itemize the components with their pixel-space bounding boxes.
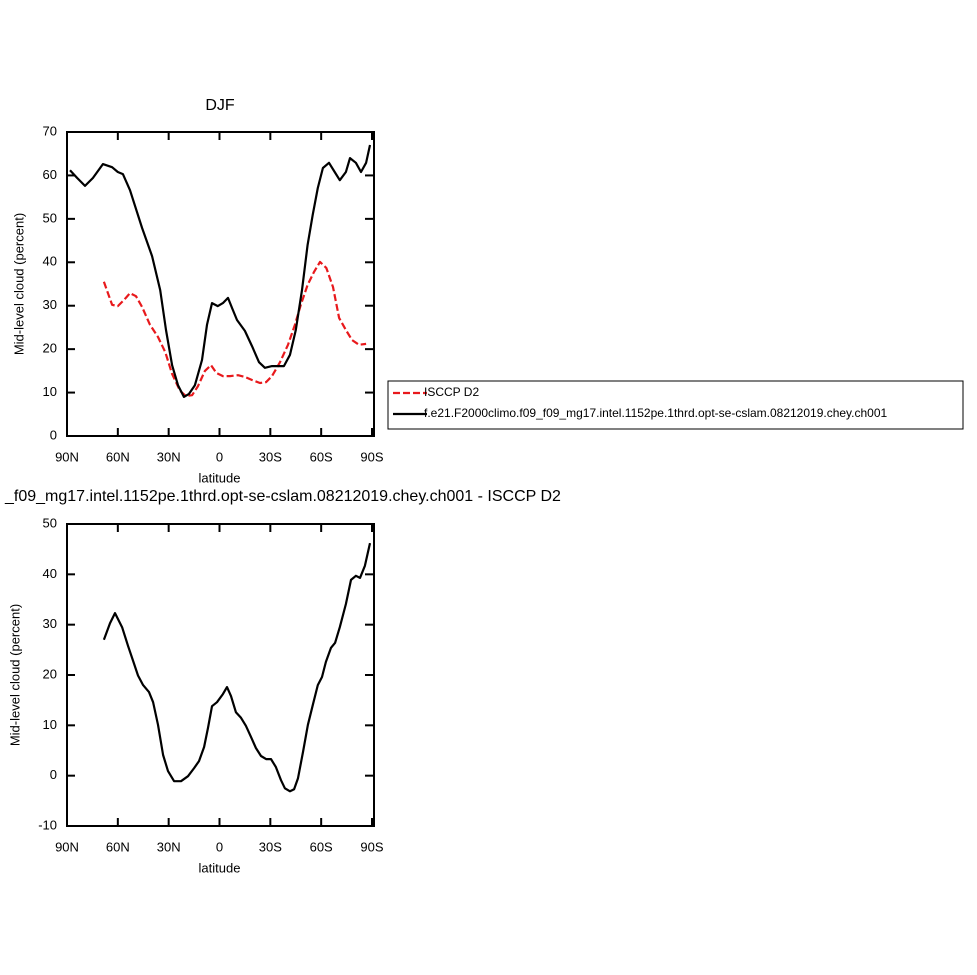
y-tick-label: 50	[43, 515, 57, 530]
y-tick-label: 30	[43, 297, 57, 312]
x-tick-label: 90S	[360, 449, 383, 464]
legend-label: ISCCP D2	[424, 385, 479, 399]
plot-frame	[66, 523, 375, 827]
y-tick-label: 40	[43, 254, 57, 269]
x-tick-label: 90N	[55, 839, 79, 854]
y-tick-label: 20	[43, 666, 57, 681]
legend-box	[387, 380, 964, 430]
x-tick-label: 60N	[106, 839, 130, 854]
x-tick-label: 30S	[259, 839, 282, 854]
x-tick-label: 30N	[157, 839, 181, 854]
y-tick-label: 60	[43, 167, 57, 182]
y-axis-label: Mid-level cloud (percent)	[11, 213, 26, 355]
y-tick-label: 10	[43, 717, 57, 732]
x-tick-label: 60S	[310, 839, 333, 854]
chart-title: DJF	[205, 97, 235, 114]
plot-frame	[66, 131, 375, 437]
x-tick-label: 30S	[259, 449, 282, 464]
x-tick-label: 0	[216, 839, 223, 854]
y-tick-label: 20	[43, 341, 57, 356]
y-tick-label: -10	[38, 817, 57, 832]
y-tick-label: 50	[43, 210, 57, 225]
y-tick-label: 0	[50, 767, 57, 782]
y-tick-label: 10	[43, 384, 57, 399]
y-tick-label: 70	[43, 123, 57, 138]
x-tick-label: 60S	[310, 449, 333, 464]
x-tick-label: 30N	[157, 449, 181, 464]
x-tick-label: 90N	[55, 449, 79, 464]
x-axis-label: latitude	[199, 860, 241, 875]
data-line	[69, 144, 372, 398]
data-line	[102, 260, 367, 398]
y-axis-label: Mid-level cloud (percent)	[7, 604, 22, 746]
chart-title: _f09_mg17.intel.1152pe.1thrd.opt-se-csla…	[4, 488, 561, 505]
x-tick-label: 90S	[360, 839, 383, 854]
x-tick-label: 0	[216, 449, 223, 464]
x-axis-label: latitude	[199, 470, 241, 485]
y-tick-label: 30	[43, 616, 57, 631]
y-tick-label: 0	[50, 427, 57, 442]
data-line	[102, 542, 372, 793]
y-tick-label: 40	[43, 566, 57, 581]
x-tick-label: 60N	[106, 449, 130, 464]
legend-label: f.e21.F2000climo.f09_f09_mg17.intel.1152…	[424, 406, 888, 420]
